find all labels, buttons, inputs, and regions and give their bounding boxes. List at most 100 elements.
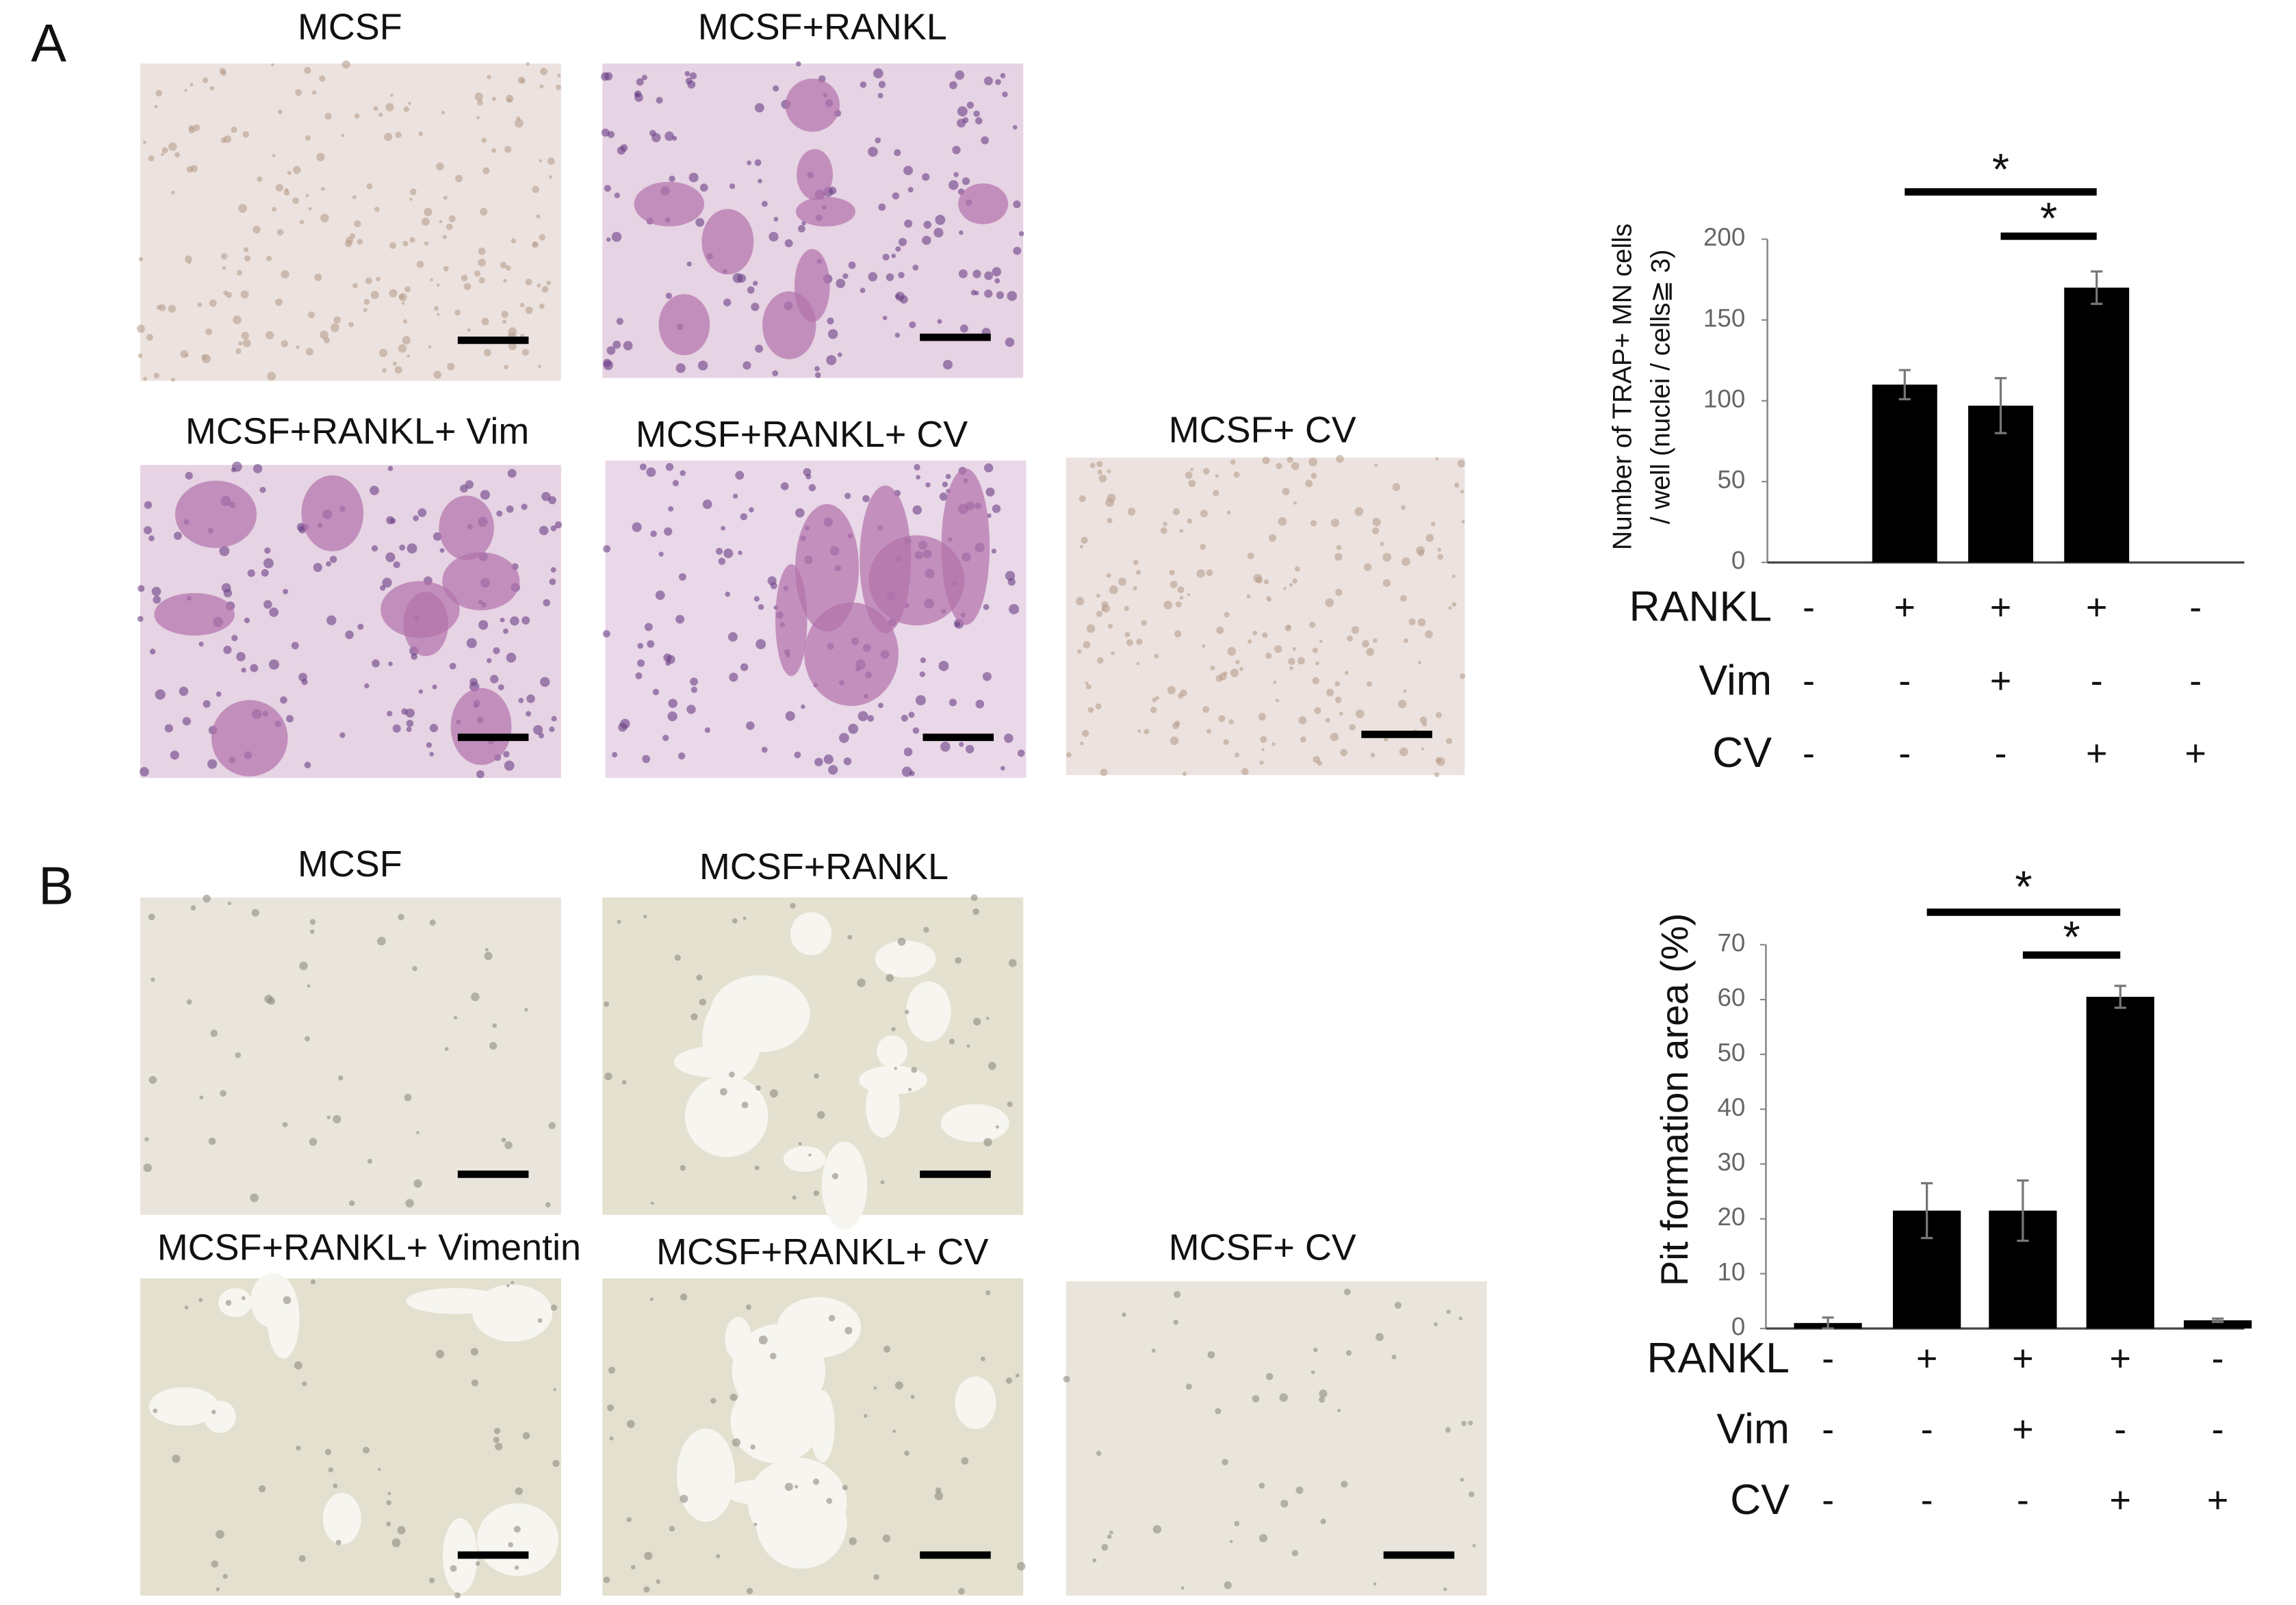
cell	[466, 638, 477, 649]
cell	[606, 345, 616, 355]
cell	[873, 1386, 877, 1389]
image-caption: MCSF+ CV	[1169, 1227, 1356, 1268]
cell	[186, 166, 194, 173]
cell	[1080, 741, 1084, 746]
cell	[1087, 707, 1094, 713]
scale-bar	[920, 333, 991, 341]
cell	[669, 1526, 675, 1532]
cell	[729, 183, 736, 190]
cell	[727, 632, 738, 642]
cell	[718, 558, 725, 565]
cell	[253, 225, 261, 234]
cell	[758, 603, 764, 610]
cell	[161, 153, 164, 156]
cell	[1202, 706, 1210, 714]
cell	[955, 70, 965, 80]
cell	[489, 1042, 498, 1050]
error-bar	[1822, 1316, 1834, 1330]
cell	[1206, 569, 1213, 577]
cell	[1180, 689, 1187, 696]
cell	[333, 1483, 338, 1489]
y-tick-label: 200	[1703, 223, 1745, 251]
cell	[735, 471, 745, 480]
y-tick-label: 70	[1717, 929, 1745, 957]
condition-sign: -	[2212, 1338, 2224, 1379]
cell	[784, 239, 793, 248]
cell	[1118, 577, 1127, 586]
cell	[795, 61, 801, 67]
cell	[732, 918, 738, 924]
cell	[903, 166, 913, 176]
cell	[333, 316, 341, 324]
cell	[399, 544, 406, 551]
condition-sign: +	[2207, 1480, 2229, 1521]
cell	[476, 116, 480, 120]
cell	[539, 303, 545, 309]
cell	[891, 253, 896, 259]
cell	[652, 133, 661, 142]
cell	[498, 684, 504, 691]
cell	[242, 131, 250, 138]
cell	[1461, 519, 1465, 524]
cell	[541, 286, 549, 293]
cell	[1187, 518, 1193, 524]
cell	[908, 1087, 912, 1092]
cell	[173, 532, 182, 540]
cell	[407, 354, 410, 358]
cell	[1135, 570, 1141, 575]
cell	[429, 919, 436, 926]
cell	[1433, 1322, 1438, 1327]
cell	[1258, 713, 1266, 721]
cell	[656, 96, 663, 104]
cell	[880, 1180, 885, 1184]
cell	[363, 1446, 370, 1454]
cell	[1295, 1486, 1304, 1494]
cell	[1213, 490, 1220, 497]
cell	[428, 345, 432, 349]
cell	[922, 235, 931, 245]
cell	[495, 1443, 503, 1451]
cell	[794, 1485, 799, 1489]
cell	[666, 655, 675, 664]
cell	[251, 909, 259, 917]
cell	[795, 508, 805, 518]
cell	[953, 172, 959, 177]
condition-name: RANKL	[1647, 1334, 1790, 1382]
resorption-pit	[204, 1400, 236, 1433]
cell	[1391, 1354, 1397, 1360]
image-caption: MCSF	[298, 844, 402, 885]
bar	[1872, 384, 1937, 563]
cell	[553, 1387, 556, 1392]
cell	[151, 586, 162, 597]
cell	[878, 203, 886, 211]
cell	[487, 658, 492, 664]
cell	[1292, 647, 1297, 651]
cell	[1422, 721, 1428, 727]
cell	[294, 1361, 302, 1370]
cell	[769, 1353, 777, 1359]
cell	[1363, 563, 1372, 571]
cell	[313, 562, 322, 572]
cell	[449, 662, 456, 670]
cell	[738, 550, 743, 556]
cell	[1182, 772, 1187, 777]
cell	[388, 662, 393, 666]
cell	[719, 1088, 727, 1096]
cell	[162, 147, 168, 154]
cell	[988, 1062, 996, 1070]
cell	[1235, 660, 1240, 664]
condition-sign: -	[1995, 733, 2007, 774]
cell	[241, 1296, 246, 1301]
cell	[1259, 1534, 1267, 1543]
cell	[1163, 601, 1172, 610]
resorption-pit	[674, 1046, 756, 1078]
cell	[401, 302, 405, 305]
cell	[390, 93, 394, 97]
cell	[1283, 586, 1287, 590]
cell	[1196, 569, 1205, 578]
cell	[1417, 618, 1426, 627]
cell	[919, 671, 925, 677]
cell	[506, 505, 514, 513]
image-caption: MCSF+RANKL+ CV	[636, 414, 968, 455]
cell	[138, 353, 143, 358]
